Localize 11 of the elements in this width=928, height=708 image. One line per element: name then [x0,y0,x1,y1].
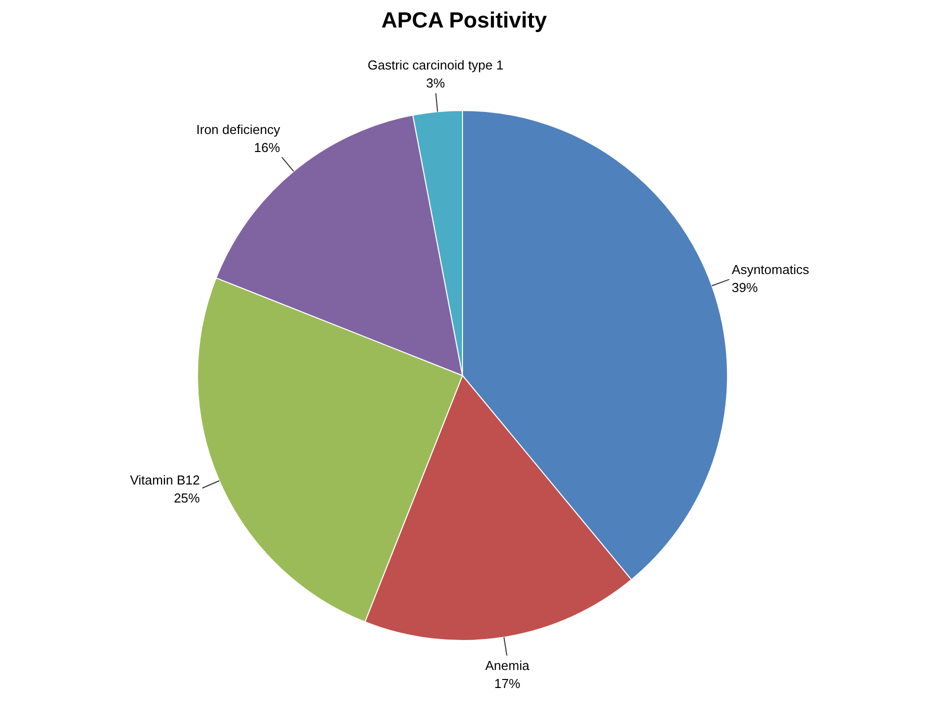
data-label: 16% [254,140,281,155]
data-label: 25% [174,490,200,506]
slice-label: Gastric carcinoid type 1 [368,58,504,73]
chart-title: APCA Positivity [381,8,548,32]
data-label: 39% [732,280,758,296]
slice-label: Vitamin B12 [130,472,200,488]
slice-label: Iron deficiency [196,122,281,137]
data-label: 17% [494,676,521,692]
slice-label: Asyntomatics [732,262,810,278]
slice-label: Anemia [485,658,530,674]
data-label: 3% [426,76,446,91]
